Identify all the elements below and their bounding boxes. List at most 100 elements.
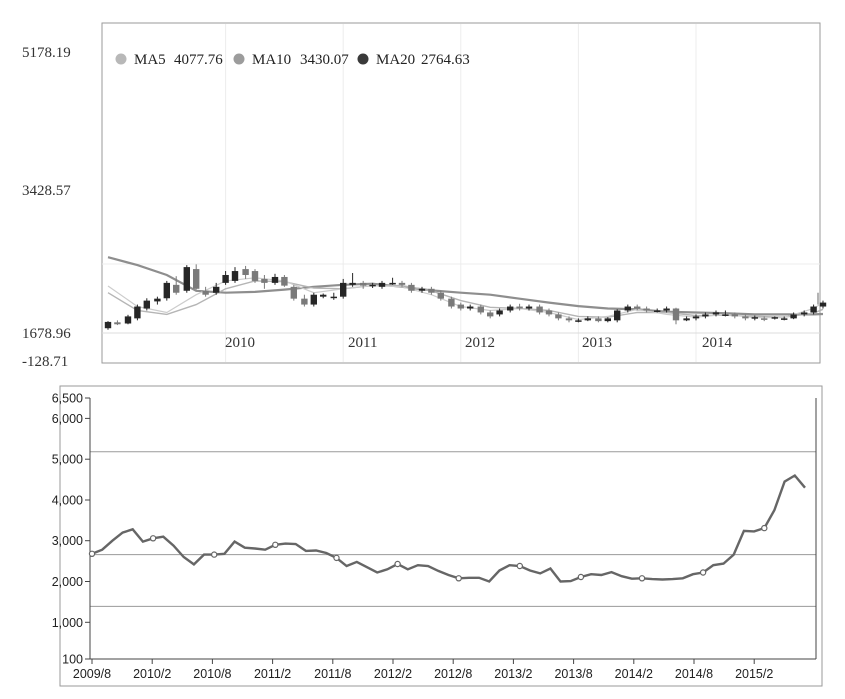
candle-body bbox=[183, 267, 190, 291]
candle-body bbox=[525, 306, 533, 309]
y-tick-label: 5,000 bbox=[52, 453, 83, 467]
candle-body bbox=[448, 298, 455, 307]
legend-value-ma10: 3430.07 bbox=[300, 52, 349, 68]
y-tick-label: 6,500 bbox=[52, 392, 83, 406]
candle-body bbox=[359, 282, 367, 286]
candle-body bbox=[428, 288, 435, 293]
candle-body bbox=[408, 284, 415, 291]
candle-body bbox=[154, 298, 161, 302]
y-tick-label: 2,000 bbox=[52, 575, 83, 589]
candle-body bbox=[261, 278, 268, 283]
candle-body bbox=[702, 314, 709, 317]
line-point bbox=[516, 562, 524, 570]
candle-body bbox=[604, 318, 611, 322]
candle-body bbox=[457, 304, 464, 309]
candle-body bbox=[810, 306, 817, 313]
y-tick-label: 1,000 bbox=[52, 616, 83, 630]
candle-body bbox=[349, 282, 356, 285]
ma20-line bbox=[107, 256, 824, 316]
candle-body bbox=[487, 312, 494, 317]
candle-body bbox=[290, 286, 298, 299]
line-x-axis: 2009/8 2010/2 2010/8 2011/2 2011/8 2012/2 2012… bbox=[73, 659, 773, 681]
y-tick-label: 100 bbox=[62, 653, 83, 667]
line-gridlines bbox=[90, 451, 816, 607]
candle-body bbox=[281, 276, 288, 286]
line-point bbox=[394, 560, 401, 568]
candles bbox=[104, 264, 827, 330]
kline-y-axis: 5178.19 3428.57 1678.96 -128.71 bbox=[22, 45, 71, 370]
line-point bbox=[761, 524, 768, 532]
x-tick-label: 2012 bbox=[465, 335, 495, 351]
candle-body bbox=[389, 282, 396, 285]
x-tick-label: 2014/2 bbox=[615, 667, 653, 681]
line-point bbox=[210, 551, 218, 558]
candle-body bbox=[506, 306, 514, 311]
line-point bbox=[333, 554, 340, 562]
y-tick-label: 3428.57 bbox=[22, 183, 71, 199]
line-point bbox=[88, 550, 96, 558]
candle-body bbox=[124, 316, 132, 324]
x-tick-label: 2013/8 bbox=[554, 667, 592, 681]
candle-body bbox=[369, 284, 376, 287]
line-chart-frame bbox=[59, 385, 823, 687]
candle-body bbox=[555, 314, 562, 319]
candle-body bbox=[193, 269, 200, 289]
index-line bbox=[91, 473, 806, 583]
candlestick-chart: 5178.19 3428.57 1678.96 -128.71 2010 201… bbox=[22, 22, 827, 370]
legend-name-ma20: MA20 bbox=[376, 52, 415, 68]
candle-body bbox=[751, 317, 758, 319]
x-tick-label: 2010/2 bbox=[133, 667, 171, 681]
line-point bbox=[638, 575, 646, 582]
candle-body bbox=[643, 308, 650, 311]
line-point bbox=[699, 569, 707, 576]
y-tick-label: 4,000 bbox=[52, 494, 83, 508]
candle-body bbox=[683, 318, 690, 321]
candle-body bbox=[771, 317, 778, 319]
candle-body bbox=[742, 316, 749, 319]
legend-name-ma5: MA5 bbox=[134, 52, 166, 68]
legend-dot-ma5 bbox=[115, 53, 127, 65]
candle-body bbox=[477, 306, 484, 313]
legend-dot-ma10 bbox=[233, 53, 245, 65]
candle-body bbox=[242, 269, 249, 275]
x-tick-label: 2013/2 bbox=[494, 667, 532, 681]
candle-body bbox=[712, 312, 720, 315]
x-tick-label: 2012/2 bbox=[374, 667, 412, 681]
candle-body bbox=[595, 318, 602, 322]
candle-body bbox=[575, 320, 582, 322]
candle-body bbox=[163, 282, 170, 299]
candle-body bbox=[781, 318, 788, 320]
y-tick-label: 6,000 bbox=[52, 412, 83, 426]
ma5-line bbox=[107, 277, 824, 321]
x-tick-label: 2015/2 bbox=[735, 667, 773, 681]
candle-body bbox=[330, 296, 337, 299]
legend-value-ma5: 4077.76 bbox=[174, 52, 223, 68]
line-point bbox=[272, 541, 279, 549]
legend-dot-ma20 bbox=[357, 53, 369, 65]
candle-body bbox=[143, 300, 151, 309]
x-tick-label: 2011/8 bbox=[314, 667, 351, 681]
y-tick-label: 1678.96 bbox=[22, 326, 71, 342]
candle-body bbox=[692, 316, 700, 319]
candle-body bbox=[653, 310, 661, 312]
x-tick-label: 2011/2 bbox=[254, 667, 291, 681]
x-tick-label: 2010/8 bbox=[193, 667, 231, 681]
candle-body bbox=[536, 306, 543, 313]
candle-body bbox=[437, 292, 445, 299]
candle-body bbox=[761, 318, 768, 320]
candle-body bbox=[212, 286, 220, 293]
moving-average-lines bbox=[107, 256, 824, 321]
line-point bbox=[149, 535, 157, 542]
x-tick-label: 2014/8 bbox=[675, 667, 713, 681]
legend-name-ma10: MA10 bbox=[252, 52, 291, 68]
x-tick-label: 2013 bbox=[582, 335, 612, 351]
candle-body bbox=[819, 302, 827, 307]
candle-body bbox=[467, 306, 474, 309]
line-point bbox=[577, 573, 585, 581]
candle-body bbox=[310, 294, 317, 305]
candle-body bbox=[614, 310, 621, 321]
candle-body bbox=[104, 321, 112, 329]
x-tick-label: 2011 bbox=[348, 335, 377, 351]
candle-body bbox=[731, 314, 739, 317]
